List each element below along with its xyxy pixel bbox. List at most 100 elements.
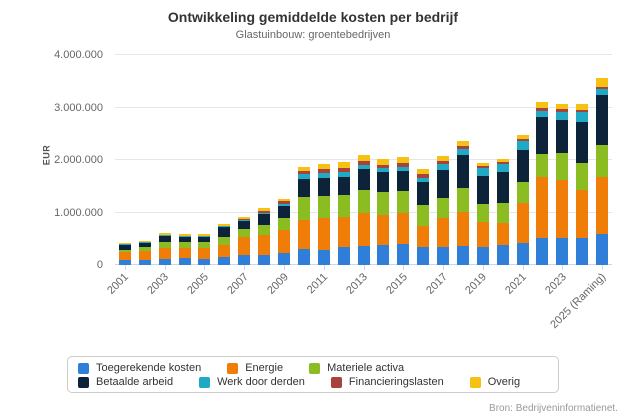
bar-segment[interactable] <box>258 214 271 226</box>
bar-segment[interactable] <box>536 117 549 155</box>
bar-segment[interactable] <box>476 165 489 169</box>
bar-segment[interactable] <box>258 234 271 255</box>
bar-segment[interactable] <box>178 247 191 259</box>
bar-segment[interactable] <box>556 120 569 154</box>
bar-segment[interactable] <box>297 220 310 250</box>
bar-segment[interactable] <box>258 208 271 211</box>
bar-segment[interactable] <box>297 167 310 172</box>
bar-segment[interactable] <box>516 140 529 150</box>
bar-segment[interactable] <box>456 211 469 247</box>
bar-segment[interactable] <box>138 250 151 260</box>
bar-segment[interactable] <box>277 253 290 265</box>
bar-segment[interactable] <box>536 177 549 238</box>
bar-segment[interactable] <box>417 225 430 248</box>
bar-segment[interactable] <box>417 174 430 178</box>
bar-segment[interactable] <box>218 225 231 227</box>
bar-segment[interactable] <box>377 191 390 216</box>
bar-segment[interactable] <box>317 195 330 219</box>
bar-segment[interactable] <box>476 168 489 176</box>
bar-segment[interactable] <box>417 177 430 182</box>
stacked-bar-2003[interactable] <box>158 232 171 265</box>
bar-segment[interactable] <box>277 230 290 254</box>
stacked-bar-2013[interactable] <box>357 155 370 265</box>
bar-segment[interactable] <box>277 217 290 231</box>
bar-segment[interactable] <box>496 203 509 224</box>
bar-segment[interactable] <box>456 246 469 265</box>
bar-segment[interactable] <box>238 254 251 265</box>
bar-segment[interactable] <box>198 234 211 237</box>
legend-item-financieringslasten[interactable]: Financieringslasten <box>330 376 444 388</box>
bar-segment[interactable] <box>337 171 350 177</box>
bar-segment[interactable] <box>377 164 390 168</box>
bar-segment[interactable] <box>576 190 589 239</box>
bar-segment[interactable] <box>337 247 350 265</box>
stacked-bar-2023[interactable] <box>556 104 569 265</box>
bar-segment[interactable] <box>138 259 151 265</box>
bar-segment[interactable] <box>556 104 569 110</box>
bar-segment[interactable] <box>178 233 191 236</box>
stacked-bar-2002[interactable] <box>138 240 151 265</box>
bar-segment[interactable] <box>178 258 191 265</box>
bar-segment[interactable] <box>238 237 251 255</box>
bar-segment[interactable] <box>118 252 131 261</box>
bar-segment[interactable] <box>317 218 330 250</box>
bar-segment[interactable] <box>397 163 410 167</box>
bar-segment[interactable] <box>576 110 589 112</box>
bar-segment[interactable] <box>437 155 450 161</box>
bar-segment[interactable] <box>596 86 609 89</box>
bar-segment[interactable] <box>576 121 589 164</box>
bar-segment[interactable] <box>337 195 350 217</box>
bar-segment[interactable] <box>317 177 330 196</box>
legend-item-betaalde-arbeid[interactable]: Betaalde arbeid <box>78 376 173 388</box>
stacked-bar-2021[interactable] <box>516 134 529 265</box>
bar-segment[interactable] <box>476 246 489 265</box>
bar-segment[interactable] <box>437 218 450 247</box>
bar-segment[interactable] <box>456 155 469 189</box>
bar-segment[interactable] <box>357 161 370 166</box>
bar-segment[interactable] <box>238 219 251 220</box>
bar-segment[interactable] <box>516 139 529 141</box>
bar-segment[interactable] <box>178 241 191 248</box>
bar-segment[interactable] <box>456 188 469 212</box>
bar-segment[interactable] <box>397 190 410 214</box>
legend-item-toegerekende-kosten[interactable]: Toegerekende kosten <box>78 362 201 374</box>
bar-segment[interactable] <box>516 203 529 244</box>
legend-item-werk-door-derden[interactable]: Werk door derden <box>199 376 305 388</box>
bar-segment[interactable] <box>377 215 390 246</box>
bar-segment[interactable] <box>357 212 370 247</box>
stacked-bar-2020[interactable] <box>496 158 509 265</box>
bar-segment[interactable] <box>536 237 549 265</box>
bar-segment[interactable] <box>397 166 410 172</box>
stacked-bar-2017[interactable] <box>437 155 450 265</box>
bar-segment[interactable] <box>317 168 330 173</box>
bar-segment[interactable] <box>218 223 231 226</box>
bar-segment[interactable] <box>437 246 450 265</box>
bar-segment[interactable] <box>496 171 509 204</box>
bar-segment[interactable] <box>397 157 410 164</box>
bar-segment[interactable] <box>277 199 290 202</box>
bar-segment[interactable] <box>496 223 509 246</box>
stacked-bar-2018[interactable] <box>456 141 469 265</box>
bar-segment[interactable] <box>476 222 489 247</box>
stacked-bar-2001[interactable] <box>118 242 131 265</box>
bar-segment[interactable] <box>437 198 450 219</box>
bar-segment[interactable] <box>377 171 390 192</box>
bar-segment[interactable] <box>277 201 290 204</box>
bar-segment[interactable] <box>437 160 450 165</box>
bar-segment[interactable] <box>238 219 251 222</box>
bar-segment[interactable] <box>397 213 410 245</box>
bar-segment[interactable] <box>158 232 171 235</box>
bar-segment[interactable] <box>596 176 609 234</box>
bar-segment[interactable] <box>417 204 430 226</box>
bar-segment[interactable] <box>556 153 569 180</box>
legend-item-overig[interactable]: Overig <box>469 376 520 388</box>
bar-segment[interactable] <box>337 168 350 172</box>
bar-segment[interactable] <box>198 248 211 259</box>
bar-segment[interactable] <box>357 155 370 162</box>
bar-segment[interactable] <box>417 247 430 265</box>
bar-segment[interactable] <box>297 174 310 180</box>
stacked-bar-2022[interactable] <box>536 101 549 265</box>
bar-segment[interactable] <box>536 110 549 118</box>
bar-segment[interactable] <box>576 112 589 122</box>
bar-segment[interactable] <box>118 242 131 245</box>
